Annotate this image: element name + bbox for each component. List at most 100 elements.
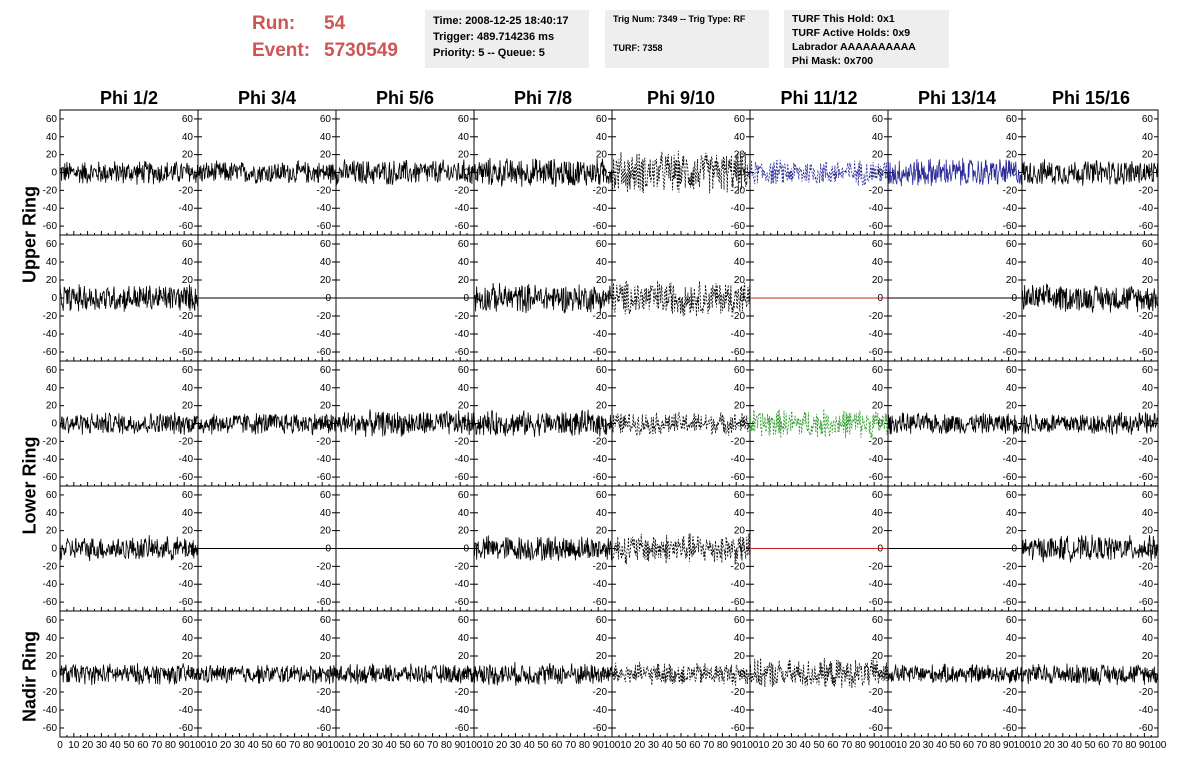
y-tick-label: -40 [179,705,194,716]
y-tick-label: 40 [1006,633,1018,644]
y-tick-label: -20 [317,436,332,447]
x-tick-label: 60 [137,740,149,751]
y-tick-label: 40 [1142,257,1154,268]
panel-frame-r4-c5 [611,485,751,612]
y-tick-label: -40 [179,203,194,214]
y-tick-label: 60 [734,615,746,626]
x-tick-label: 100 [466,740,483,751]
y-tick-label: 0 [877,669,883,680]
y-tick-label: -40 [593,329,608,340]
y-tick-label: -20 [731,311,746,322]
y-tick-label: 20 [1142,401,1154,412]
y-tick-label: 40 [458,633,470,644]
y-tick-label: -60 [179,472,194,483]
y-tick-label: 20 [1142,526,1154,537]
y-tick-label: 20 [872,275,884,286]
y-tick-label: 20 [872,526,884,537]
y-tick-label: 60 [182,114,194,125]
waveform-trace-r1-c3 [335,159,475,186]
x-tick-label: 90 [731,740,743,751]
x-tick-label: 90 [455,740,467,751]
x-tick-label: 90 [1139,740,1151,751]
event-label: Event: [252,40,311,61]
x-tick-label: 20 [909,740,921,751]
x-tick-label: 20 [358,740,370,751]
y-tick-label: -40 [43,203,58,214]
y-tick-label: -20 [731,561,746,572]
y-tick-label: -60 [593,597,608,608]
x-tick-label: 40 [110,740,122,751]
y-tick-label: -40 [1139,454,1154,465]
x-tick-label: 50 [399,740,411,751]
y-tick-label: -40 [593,705,608,716]
y-tick-label: -40 [869,705,884,716]
y-tick-label: -20 [455,311,470,322]
y-tick-label: 20 [320,275,332,286]
y-tick-label: 20 [872,651,884,662]
y-tick-label: -40 [1003,579,1018,590]
y-tick-label: 20 [1006,651,1018,662]
y-tick-label: 20 [596,651,608,662]
y-tick-label: -40 [43,705,58,716]
y-tick-label: -40 [1003,329,1018,340]
y-tick-label: -40 [317,705,332,716]
y-tick-label: 60 [596,615,608,626]
x-tick-label: 50 [813,740,825,751]
y-tick-label: 40 [734,633,746,644]
y-tick-label: 60 [1006,615,1018,626]
y-tick-label: -20 [317,185,332,196]
x-tick-label: 10 [344,740,356,751]
y-tick-label: 40 [46,383,58,394]
x-tick-label: 90 [179,740,191,751]
y-tick-label: -20 [179,185,194,196]
y-tick-label: -60 [455,221,470,232]
y-tick-label: 20 [458,651,470,662]
y-tick-label: -60 [1003,347,1018,358]
y-tick-label: -40 [731,203,746,214]
y-tick-label: -40 [731,579,746,590]
x-tick-label: 80 [303,740,315,751]
y-tick-label: -40 [43,329,58,340]
y-tick-label: -20 [869,687,884,698]
y-tick-label: -20 [179,436,194,447]
turf-text: TURF: 7358 [613,43,663,53]
y-tick-label: 60 [872,114,884,125]
y-tick-label: 40 [1142,633,1154,644]
x-tick-label: 30 [786,740,798,751]
y-tick-label: -20 [179,311,194,322]
y-tick-label: 60 [320,114,332,125]
y-tick-label: 60 [1142,114,1154,125]
y-tick-label: 20 [734,651,746,662]
x-tick-label: 70 [427,740,439,751]
y-tick-label: -60 [317,723,332,734]
y-tick-label: -20 [1139,311,1154,322]
y-tick-label: 40 [872,257,884,268]
x-tick-label: 40 [248,740,260,751]
y-tick-label: 40 [872,508,884,519]
y-tick-label: 40 [320,132,332,143]
x-tick-label: 100 [1150,740,1167,751]
x-tick-label: 30 [96,740,108,751]
y-tick-label: -40 [869,329,884,340]
y-tick-label: -40 [43,579,58,590]
y-tick-label: -20 [317,687,332,698]
x-tick-label: 100 [604,740,621,751]
x-tick-label: 10 [1030,740,1042,751]
waveform-trace-r4-c8 [1021,534,1159,563]
y-tick-label: -40 [869,579,884,590]
y-tick-label: -20 [869,561,884,572]
trig-info-box: Trig Num: 7349 -- Trig Type: RF TURF: 73… [605,10,769,68]
y-tick-label: 0 [463,168,469,179]
y-tick-label: 40 [182,132,194,143]
y-tick-label: -60 [43,723,58,734]
y-tick-label: -60 [731,221,746,232]
run-value: 54 [324,13,346,34]
y-tick-label: -60 [1003,597,1018,608]
y-tick-label: -20 [593,185,608,196]
y-tick-label: 40 [320,633,332,644]
y-tick-label: -40 [317,329,332,340]
y-tick-label: -60 [731,723,746,734]
y-tick-label: -20 [455,185,470,196]
y-tick-label: -40 [317,579,332,590]
y-tick-label: 40 [458,508,470,519]
